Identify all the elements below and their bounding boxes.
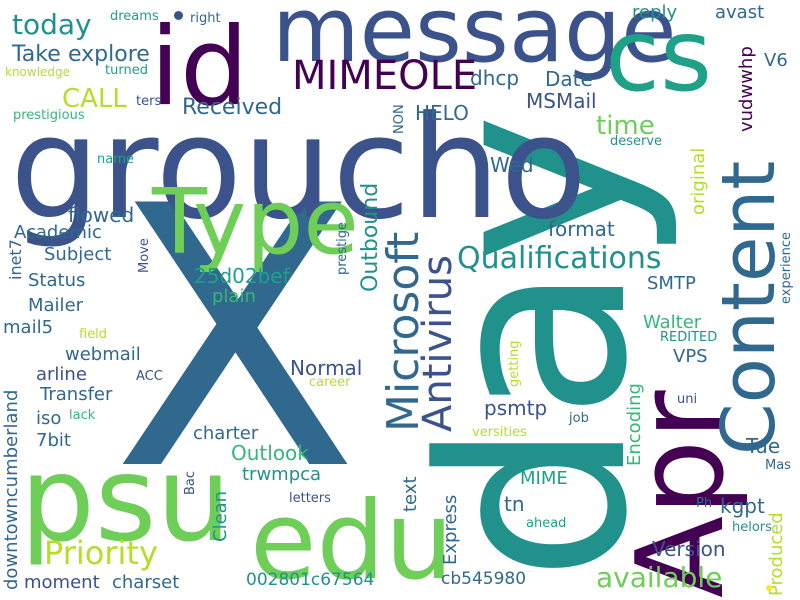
word-priority: Priority bbox=[44, 534, 158, 572]
dot-mark bbox=[766, 585, 772, 591]
word-mimeole: MIMEOLE bbox=[292, 53, 478, 99]
word-moment: moment bbox=[24, 572, 100, 593]
word-field: field bbox=[79, 327, 108, 342]
word-ahead: ahead bbox=[526, 516, 567, 531]
word-text: text bbox=[400, 476, 421, 512]
word-ph: Ph bbox=[696, 496, 713, 511]
word-cb545980: cb545980 bbox=[441, 569, 527, 589]
word-format: format bbox=[548, 217, 615, 241]
word-outlook: Outlook bbox=[231, 441, 309, 465]
word-versities: versities bbox=[472, 425, 527, 440]
word-received: Received bbox=[182, 95, 283, 120]
word-reply: reply bbox=[632, 2, 678, 23]
word-plain: plain bbox=[212, 286, 256, 307]
word-id: id bbox=[150, 5, 249, 130]
word-psu: psu bbox=[20, 430, 232, 568]
word-status: Status bbox=[28, 270, 86, 291]
word-job: job bbox=[569, 411, 589, 426]
word-experience: experience bbox=[779, 231, 794, 304]
word-lack: lack bbox=[69, 408, 96, 423]
word-helo: HELO bbox=[415, 101, 469, 125]
word-walter: Walter bbox=[643, 312, 702, 333]
word-ters: ters bbox=[136, 94, 162, 109]
word-webmail: webmail bbox=[65, 344, 141, 365]
word-iso: iso bbox=[36, 408, 62, 429]
word-mail5: mail5 bbox=[3, 317, 54, 338]
word-dhcp: dhcp bbox=[470, 66, 520, 90]
word-name: name bbox=[97, 152, 134, 167]
word-msmail: MSMail bbox=[526, 89, 597, 113]
word-charset: charset bbox=[112, 572, 180, 593]
word-avast: avast bbox=[715, 2, 765, 23]
word-smtp: SMTP bbox=[647, 273, 696, 294]
word-career: career bbox=[309, 375, 351, 390]
word-downtowncumberland: downtowncumberland bbox=[1, 389, 22, 590]
word-transfer: Transfer bbox=[40, 384, 113, 405]
word-edu: edu bbox=[250, 479, 454, 600]
word-tue: Tue bbox=[746, 434, 781, 458]
word-knowledge: knowledge bbox=[5, 65, 71, 79]
word-mailer: Mailer bbox=[28, 295, 84, 316]
word-bac: Bac bbox=[183, 470, 198, 495]
word-charter: charter bbox=[193, 423, 259, 444]
word-acc: ACC bbox=[136, 369, 163, 384]
word-helors: helors bbox=[732, 520, 772, 535]
word-academic: Academic bbox=[14, 222, 102, 243]
word-content: Content bbox=[706, 160, 792, 455]
word-vudwwhp: vudwwhp bbox=[736, 46, 757, 132]
word-original: original bbox=[688, 147, 709, 215]
word-trwmpca: trwmpca bbox=[242, 464, 322, 485]
word-tn: tn bbox=[504, 492, 525, 516]
word-flowed: flowed bbox=[68, 203, 135, 227]
word-groucho: groucho bbox=[10, 86, 588, 251]
word-encoding: Encoding bbox=[624, 383, 645, 466]
dot-mark bbox=[174, 11, 183, 20]
word-express: Express bbox=[440, 494, 461, 565]
word-v6: V6 bbox=[764, 50, 788, 71]
word-type: Type bbox=[152, 170, 359, 275]
word-version: Version bbox=[652, 537, 726, 561]
word-qualifications: Qualifications bbox=[457, 241, 662, 276]
word-prestige: prestige bbox=[335, 221, 350, 275]
word-psmtp: psmtp bbox=[484, 396, 548, 420]
word-long-hex: 002801c67564 bbox=[246, 570, 375, 590]
word-explore: explore bbox=[68, 42, 150, 67]
word-d: D bbox=[424, 158, 435, 174]
word-date: Date bbox=[545, 67, 593, 91]
word-kgpt: kgpt bbox=[720, 494, 765, 518]
word-today: today bbox=[12, 8, 92, 41]
word-time: time bbox=[596, 111, 655, 141]
word-available: available bbox=[596, 561, 723, 594]
word-hash: 25d02bef bbox=[194, 264, 290, 288]
word-vps: VPS bbox=[673, 346, 708, 367]
word-wed: Wed bbox=[490, 153, 534, 177]
word-dreams: dreams bbox=[110, 9, 159, 24]
word-cs: cs bbox=[605, 0, 713, 114]
word-non: NON bbox=[392, 104, 407, 134]
word-subject: Subject bbox=[44, 244, 112, 265]
word-7bit: 7bit bbox=[36, 430, 71, 451]
word-turned: turned bbox=[105, 63, 148, 78]
word-prestigious: prestigious bbox=[13, 108, 85, 123]
word-arline: arline bbox=[36, 364, 87, 385]
word-deserve: deserve bbox=[610, 134, 663, 149]
word-letters: letters bbox=[289, 491, 331, 506]
word-take: Take bbox=[12, 42, 61, 67]
word-outbound: Outbound bbox=[358, 182, 383, 292]
word-getting: getting bbox=[507, 340, 522, 387]
word-inet7: inet7 bbox=[6, 239, 25, 280]
word-redited: REDITED bbox=[660, 330, 718, 345]
word-normal: Normal bbox=[290, 356, 363, 380]
word-antivirus: Antivirus bbox=[415, 255, 461, 432]
word-x: X bbox=[112, 130, 359, 549]
word-mas: Mas bbox=[765, 458, 791, 473]
word-call: CALL bbox=[62, 84, 127, 114]
word-right: right bbox=[190, 11, 221, 26]
word-clean: Clean bbox=[210, 490, 231, 542]
word-uni: uni bbox=[677, 392, 698, 407]
word-mime: MIME bbox=[520, 468, 568, 489]
word-message: message bbox=[272, 0, 677, 83]
word-move: Move bbox=[137, 238, 152, 273]
